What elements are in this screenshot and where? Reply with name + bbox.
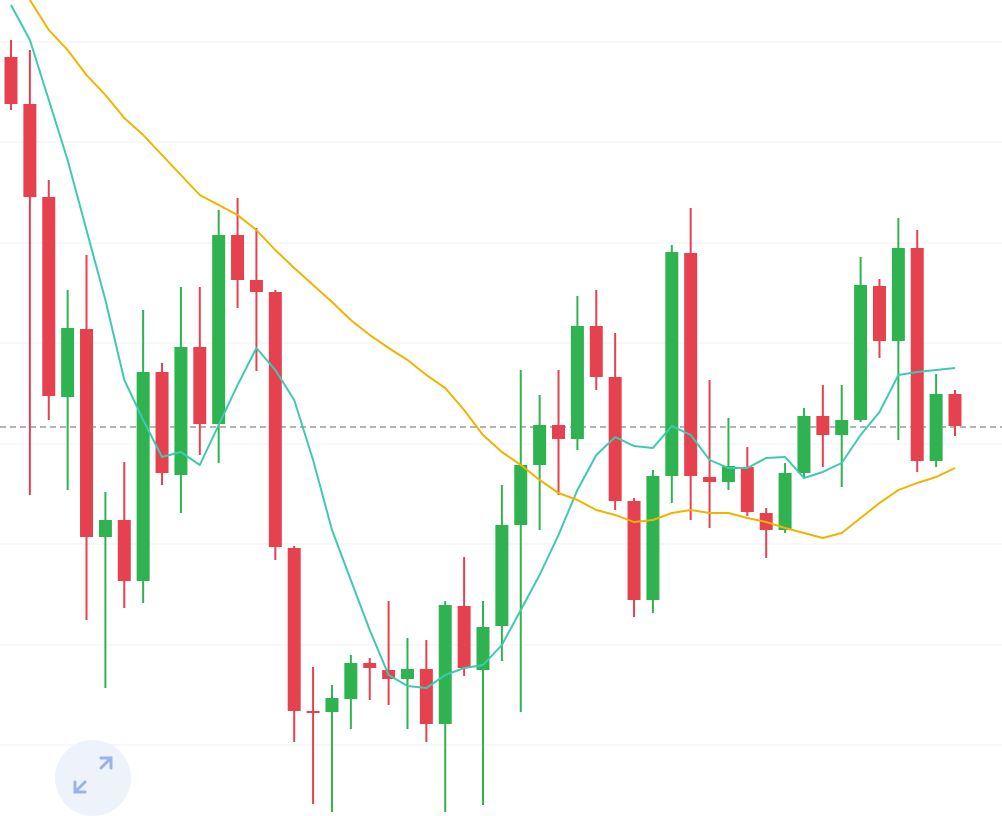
candle-body: [136, 372, 150, 581]
moving-average-line: [10, 4, 956, 689]
candle-body: [816, 416, 830, 435]
candle-body: [287, 548, 301, 711]
candle-body: [514, 465, 528, 525]
candle-body: [778, 473, 792, 530]
candle-body: [4, 57, 18, 104]
candle-body: [174, 347, 188, 475]
candle-body: [721, 466, 735, 482]
candle-body: [646, 476, 660, 600]
candle-body: [684, 253, 698, 476]
candle-body: [665, 252, 679, 476]
candle-body: [570, 326, 584, 439]
candle-body: [325, 698, 339, 712]
candle-body: [212, 235, 226, 424]
candle-body: [23, 104, 37, 197]
candle-body: [929, 394, 943, 461]
candle-body: [400, 669, 414, 679]
candle-body: [42, 197, 56, 396]
candle-body: [948, 394, 962, 426]
candle-body: [854, 285, 868, 420]
candle-body: [155, 372, 169, 473]
candle-body: [457, 606, 471, 668]
candle-body: [363, 663, 377, 668]
candle-body: [344, 663, 358, 699]
candle-body: [608, 377, 622, 501]
candle-body: [268, 292, 282, 547]
candle-body: [872, 286, 886, 341]
expand-button[interactable]: [55, 740, 131, 816]
candle-body: [438, 605, 452, 724]
expand-icon: [73, 756, 113, 794]
candle-body: [495, 525, 509, 626]
candle-body: [61, 328, 75, 397]
candle-body: [797, 416, 811, 473]
candle-body: [703, 477, 717, 482]
candle-body: [891, 248, 905, 341]
candle-body: [193, 347, 207, 424]
candle-body: [249, 280, 263, 292]
candle-body: [231, 235, 245, 280]
candle-body: [627, 501, 641, 600]
candle-body: [589, 326, 603, 377]
candle-body: [533, 425, 547, 465]
candle-body: [117, 520, 131, 581]
candle-body: [740, 467, 754, 512]
candle-body: [476, 627, 490, 670]
moving-average-line: [29, 0, 956, 539]
candle-body: [835, 420, 849, 435]
candle-body: [98, 520, 112, 537]
candle-body: [552, 425, 566, 439]
candle-body: [80, 329, 94, 537]
candle-body: [910, 248, 924, 461]
candle-body: [419, 669, 433, 724]
candle-body: [306, 711, 320, 713]
